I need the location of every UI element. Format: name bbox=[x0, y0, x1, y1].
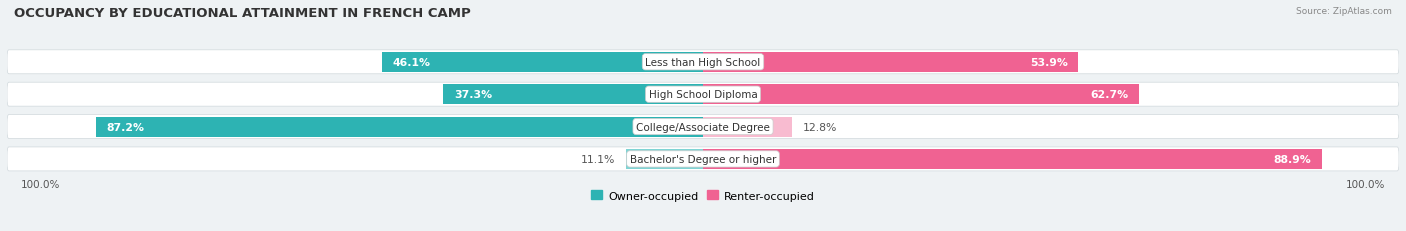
Bar bbox=[703, 85, 1139, 105]
Text: 100.0%: 100.0% bbox=[1346, 179, 1385, 189]
FancyBboxPatch shape bbox=[7, 51, 1399, 74]
Text: Source: ZipAtlas.com: Source: ZipAtlas.com bbox=[1296, 7, 1392, 16]
Bar bbox=[703, 149, 1322, 169]
Bar bbox=[382, 52, 703, 73]
Text: OCCUPANCY BY EDUCATIONAL ATTAINMENT IN FRENCH CAMP: OCCUPANCY BY EDUCATIONAL ATTAINMENT IN F… bbox=[14, 7, 471, 20]
Text: 62.7%: 62.7% bbox=[1091, 90, 1129, 100]
Legend: Owner-occupied, Renter-occupied: Owner-occupied, Renter-occupied bbox=[586, 186, 820, 205]
Text: 37.3%: 37.3% bbox=[454, 90, 492, 100]
Text: 11.1%: 11.1% bbox=[581, 154, 616, 164]
FancyBboxPatch shape bbox=[7, 115, 1399, 139]
Text: Less than High School: Less than High School bbox=[645, 58, 761, 67]
Text: 88.9%: 88.9% bbox=[1274, 154, 1312, 164]
Text: High School Diploma: High School Diploma bbox=[648, 90, 758, 100]
Bar bbox=[96, 117, 703, 137]
Text: 100.0%: 100.0% bbox=[21, 179, 60, 189]
Bar bbox=[626, 149, 703, 169]
Text: 87.2%: 87.2% bbox=[107, 122, 145, 132]
Text: 46.1%: 46.1% bbox=[392, 58, 430, 67]
Text: 12.8%: 12.8% bbox=[803, 122, 837, 132]
FancyBboxPatch shape bbox=[7, 147, 1399, 171]
Bar bbox=[443, 85, 703, 105]
Bar bbox=[703, 117, 792, 137]
Text: College/Associate Degree: College/Associate Degree bbox=[636, 122, 770, 132]
Text: Bachelor's Degree or higher: Bachelor's Degree or higher bbox=[630, 154, 776, 164]
FancyBboxPatch shape bbox=[7, 83, 1399, 107]
Bar bbox=[703, 52, 1078, 73]
Text: 53.9%: 53.9% bbox=[1029, 58, 1067, 67]
